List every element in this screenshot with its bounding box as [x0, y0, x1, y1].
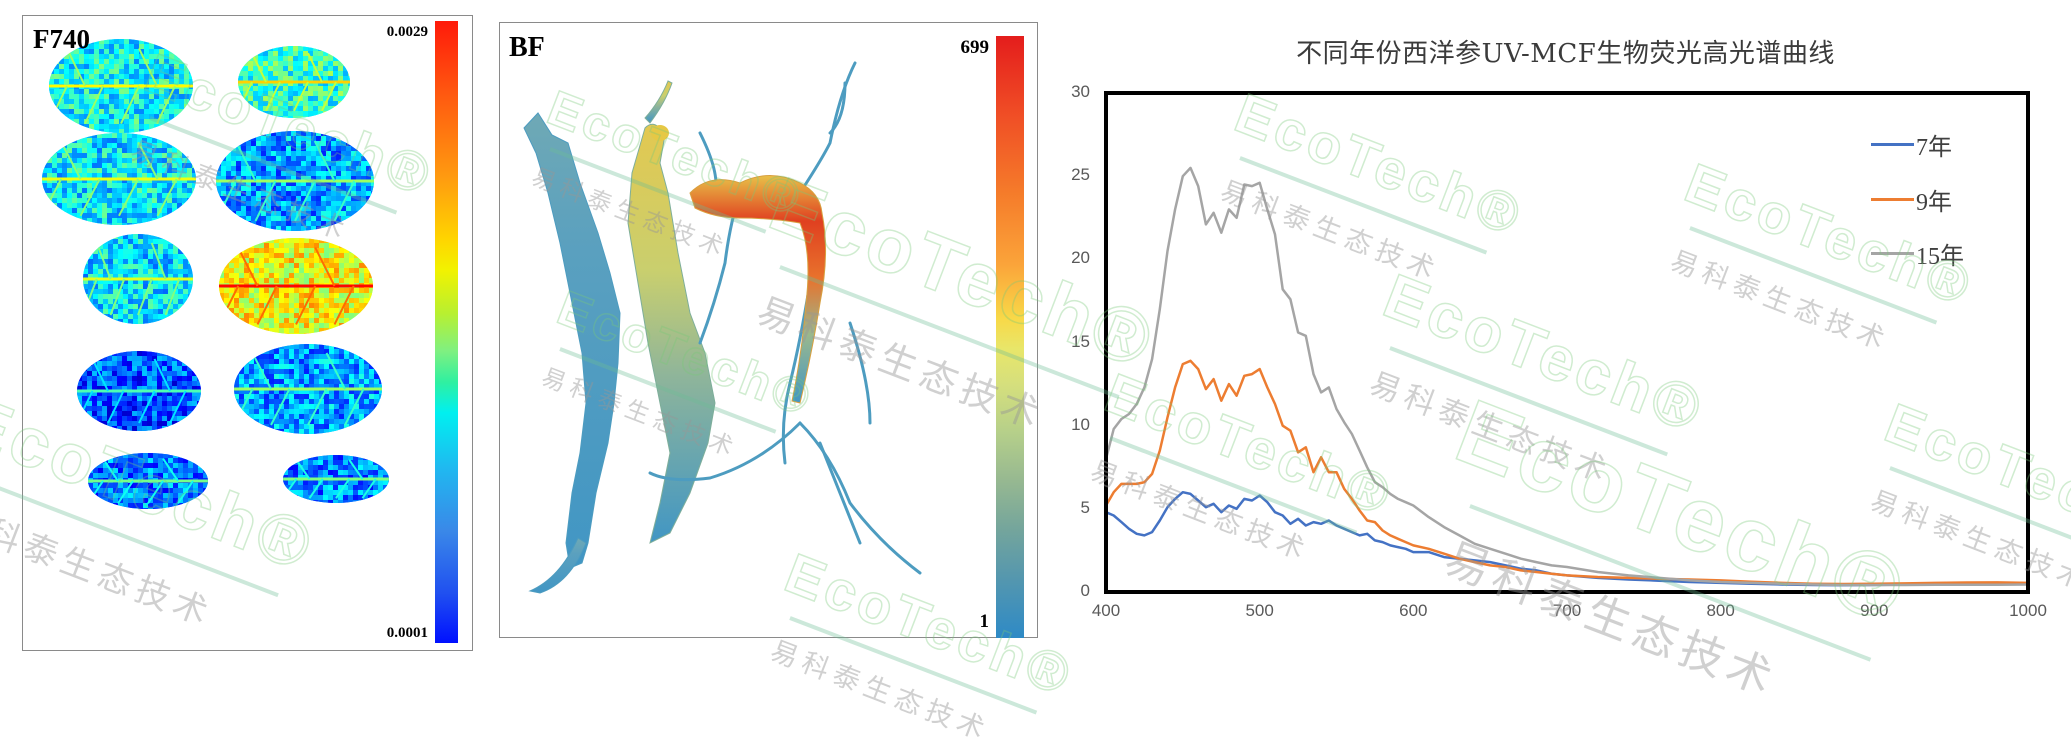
legend-label: 7年 [1916, 135, 1952, 161]
f740-panel-label: F740 [33, 24, 90, 54]
legend-label: 15年 [1916, 244, 1964, 270]
series-line [1104, 166, 2029, 587]
x-tick-label: 700 [1552, 601, 1582, 620]
plot-frame [1104, 91, 2030, 594]
bf-colorbar-max-label: 699 [960, 37, 990, 58]
f740-colorbar-max-label: 0.0029 [386, 24, 428, 40]
legend-swatch [1871, 143, 1914, 146]
x-tick-label: 1000 [2009, 601, 2047, 620]
leaf-sample [216, 131, 374, 231]
x-tick-label: 400 [1091, 601, 1121, 620]
x-tick-label: 800 [1706, 601, 1735, 620]
f740-image-panel: F740 0.0029 0.0001 [22, 15, 473, 651]
series-line [1105, 490, 2029, 587]
x-tick-label: 900 [1860, 601, 1889, 620]
bf-colorbar-min-label: 1 [979, 611, 990, 632]
root-sample-3 [648, 61, 922, 575]
leaf-sample [83, 234, 193, 324]
f740-leaf-fluorescence-image [42, 39, 389, 509]
y-tick-label: 0 [1080, 581, 1090, 600]
bf-colorbar [996, 36, 1024, 638]
root-sample-1 [523, 112, 621, 594]
leaf-sample [42, 133, 196, 225]
bf-image-panel: BF 699 1 [499, 22, 1038, 638]
y-tick-label: 20 [1071, 248, 1090, 268]
legend-swatch [1871, 252, 1914, 255]
leaf-sample [238, 46, 350, 118]
spectral-chart: 不同年份西洋参UV-MCF生物荧光高光谱曲线 0 5 10 15 20 25 30 400 5… [1060, 0, 2071, 669]
legend-item: 15年 [1871, 236, 1964, 271]
leaf-sample [219, 238, 373, 334]
legend-label: 9年 [1916, 190, 1952, 216]
y-tick-label: 25 [1071, 165, 1090, 185]
legend-item: 7年 [1871, 127, 1952, 162]
chart-plot-area [1104, 91, 2030, 594]
bf-panel-label: BF [509, 32, 545, 63]
f740-colorbar [435, 21, 458, 643]
chart-title: 不同年份西洋参UV-MCF生物荧光高光谱曲线 [1296, 39, 1835, 69]
y-tick-label: 5 [1080, 497, 1090, 517]
root-sample-2 [627, 80, 716, 544]
x-tick-label: 600 [1399, 601, 1428, 620]
leaf-sample [234, 344, 382, 434]
leaf-sample [77, 351, 201, 431]
leaf-sample [283, 455, 389, 503]
y-tick-label: 30 [1071, 82, 1090, 101]
watermark-cn: 易科泰生态技术 [766, 635, 995, 748]
x-tick-label: 500 [1245, 601, 1274, 620]
legend-item: 9年 [1871, 182, 1952, 217]
root-sample-3-main [689, 175, 827, 404]
bf-root-fluorescence-image [523, 61, 922, 594]
f740-colorbar-min-label: 0.0001 [386, 625, 428, 641]
legend-swatch [1871, 198, 1914, 201]
y-tick-label: 15 [1071, 331, 1090, 351]
series-line [1104, 359, 2029, 586]
leaf-sample [88, 453, 208, 509]
y-tick-label: 10 [1071, 414, 1090, 434]
